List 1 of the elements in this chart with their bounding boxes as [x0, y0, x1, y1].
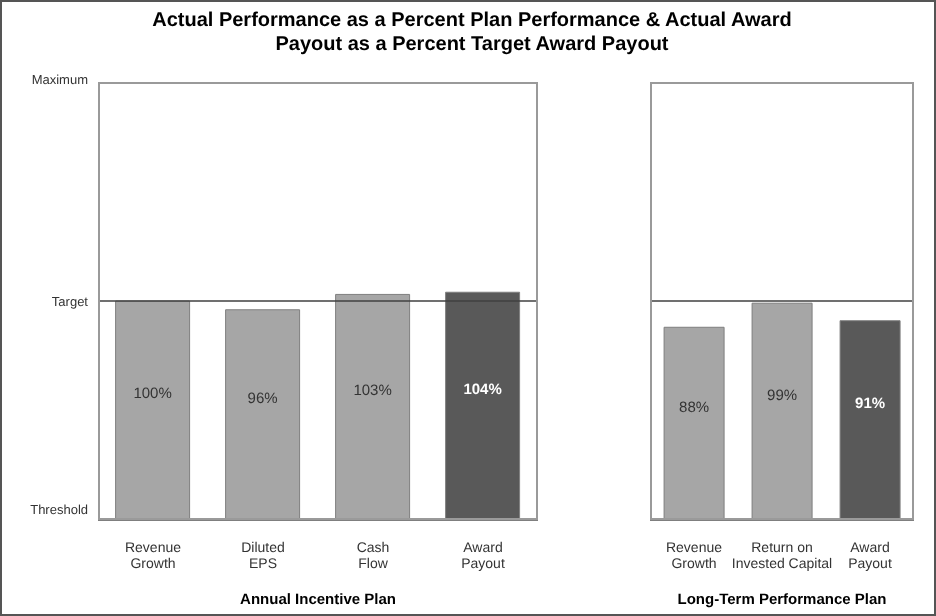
chart-title: Actual Performance as a Percent Plan Performance & Actual Award Payout as a Percent Target Award Payout	[150, 10, 794, 58]
